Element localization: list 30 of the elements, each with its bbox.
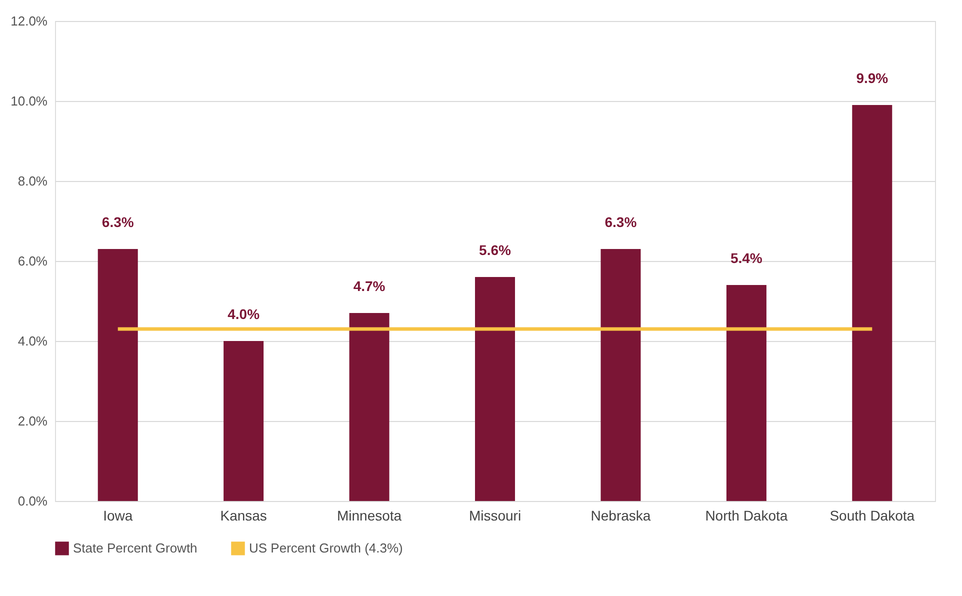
x-tick-label: Nebraska [590,508,651,524]
y-tick-label: 10.0% [10,94,48,108]
bar [349,313,390,501]
y-tick-label: 0.0% [18,494,48,508]
y-tick-label: 4.0% [18,334,48,348]
y-tick-label: 2.0% [18,414,48,428]
x-tick-label: North Dakota [705,508,788,524]
x-tick-label: Kansas [220,508,267,524]
data-label: 6.3% [604,214,638,230]
bar [852,105,892,501]
bar [475,277,515,501]
bar [98,249,138,501]
bar [224,341,264,501]
data-label: 5.6% [479,242,512,258]
legend-label: US Percent Growth (4.3%) [249,540,403,556]
x-tick-label: South Dakota [830,508,915,524]
data-label: 4.0% [228,306,260,322]
data-label: 4.7% [353,278,386,294]
x-tick-label: Iowa [103,508,133,524]
data-label: 5.4% [730,250,763,266]
x-tick-label: Minnesota [336,508,402,524]
data-label: 6.3% [102,214,134,230]
bar [726,285,766,501]
x-tick-label: Missouri [468,508,522,524]
y-tick-label: 12.0% [10,14,48,28]
legend-label: State Percent Growth [73,540,198,556]
bar [600,249,641,501]
y-tick-label: 8.0% [18,174,48,188]
data-label: 9.9% [856,70,889,86]
y-tick-label: 6.0% [18,254,48,268]
